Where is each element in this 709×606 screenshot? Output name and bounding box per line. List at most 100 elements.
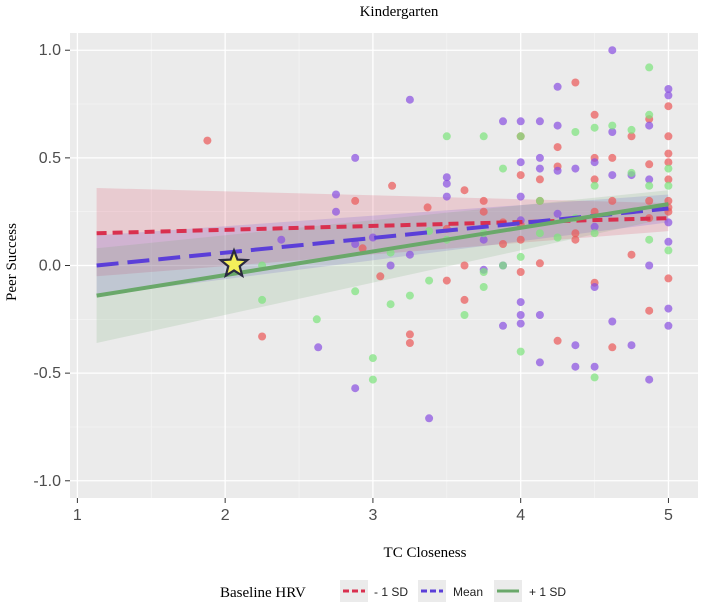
point-plus-1sd: [258, 295, 267, 304]
x-axis-ticks: 1 2 3 4 5: [73, 498, 673, 524]
point-mean: [499, 321, 507, 330]
point-plus-1sd: [442, 132, 451, 141]
point-mean: [314, 343, 323, 352]
legend-title: Baseline HRV: [220, 585, 306, 601]
point-mean: [645, 175, 654, 184]
point-minus-1sd: [590, 175, 599, 184]
x-tick-label: 1: [73, 507, 82, 524]
point-mean: [442, 179, 451, 188]
point-minus-1sd: [516, 268, 525, 276]
point-mean: [442, 192, 451, 201]
data-points: [203, 46, 673, 423]
point-mean: [425, 414, 434, 423]
point-plus-1sd: [571, 128, 580, 136]
point-minus-1sd: [423, 203, 432, 212]
point-minus-1sd: [645, 306, 654, 315]
point-mean: [405, 95, 414, 104]
point-mean: [590, 222, 599, 231]
point-mean: [516, 311, 525, 319]
chart-title: Kindergarten: [360, 4, 439, 20]
line-plus-1sd: [96, 202, 669, 298]
point-mean: [571, 362, 580, 371]
point-mean: [535, 164, 544, 173]
point-mean: [442, 173, 451, 182]
point-plus-1sd: [479, 283, 488, 291]
point-minus-1sd: [351, 196, 360, 205]
regression-lines: [96, 202, 669, 298]
y-axis-label: Peer Success: [4, 223, 20, 301]
point-mean: [664, 218, 673, 227]
point-mean: [499, 117, 507, 126]
point-mean: [277, 235, 286, 244]
point-minus-1sd: [664, 102, 673, 111]
x-tick-label: 4: [516, 507, 525, 524]
point-minus-1sd: [664, 175, 673, 184]
point-minus-1sd: [608, 343, 617, 352]
point-plus-1sd: [590, 373, 599, 382]
point-mean: [553, 82, 562, 91]
point-mean: [535, 117, 544, 126]
point-plus-1sd: [645, 235, 654, 244]
point-plus-1sd: [368, 375, 377, 384]
point-plus-1sd: [627, 125, 636, 134]
y-tick-label: -1.0: [33, 473, 61, 490]
point-plus-1sd: [535, 229, 544, 238]
point-minus-1sd: [608, 153, 617, 162]
point-plus-1sd: [645, 181, 654, 190]
point-plus-1sd: [664, 246, 673, 255]
point-minus-1sd: [358, 244, 367, 253]
point-mean: [516, 319, 525, 328]
point-minus-1sd: [258, 332, 267, 341]
point-plus-1sd: [590, 123, 599, 132]
ribbon-minus-1sd: [96, 188, 669, 277]
point-minus-1sd: [376, 272, 385, 281]
point-mean: [608, 171, 617, 180]
point-mean: [608, 317, 617, 326]
point-mean: [332, 207, 340, 216]
point-minus-1sd: [664, 158, 673, 167]
point-minus-1sd: [479, 207, 488, 216]
point-minus-1sd: [516, 171, 525, 180]
point-mean: [479, 235, 488, 244]
point-mean: [351, 240, 360, 248]
point-minus-1sd: [645, 160, 654, 169]
point-plus-1sd: [516, 347, 525, 356]
point-mean: [664, 321, 673, 330]
point-plus-1sd: [590, 181, 599, 190]
point-minus-1sd: [571, 229, 580, 238]
point-plus-1sd: [499, 261, 507, 270]
point-mean: [516, 298, 525, 307]
y-tick-label: 1.0: [39, 42, 61, 59]
point-mean: [645, 261, 654, 270]
point-mean: [571, 341, 580, 350]
point-minus-1sd: [571, 235, 580, 244]
point-minus-1sd: [516, 235, 525, 244]
point-plus-1sd: [351, 287, 360, 296]
point-plus-1sd: [460, 311, 469, 319]
point-plus-1sd: [664, 181, 673, 190]
point-mean: [608, 46, 617, 55]
y-axis-ticks: -1.0 -0.5 0.0 0.5 1.0: [33, 42, 70, 490]
point-plus-1sd: [425, 276, 434, 285]
point-plus-1sd: [553, 233, 562, 242]
point-mean: [553, 121, 562, 130]
point-mean: [535, 358, 544, 367]
point-mean: [664, 85, 673, 93]
point-minus-1sd: [553, 143, 562, 152]
highlight-star: [217, 247, 251, 279]
point-plus-1sd: [608, 121, 617, 130]
y-tick-label: 0.0: [39, 258, 61, 275]
point-mean: [645, 375, 654, 384]
point-minus-1sd: [460, 295, 469, 304]
point-plus-1sd: [516, 252, 525, 261]
point-minus-1sd: [460, 186, 469, 195]
point-mean: [553, 166, 562, 175]
point-minus-1sd: [664, 132, 673, 141]
point-plus-1sd: [479, 268, 488, 276]
point-mean: [516, 158, 525, 167]
point-minus-1sd: [535, 175, 544, 184]
point-plus-1sd: [312, 315, 321, 324]
point-mean: [351, 384, 360, 393]
y-tick-label: 0.5: [39, 150, 61, 167]
